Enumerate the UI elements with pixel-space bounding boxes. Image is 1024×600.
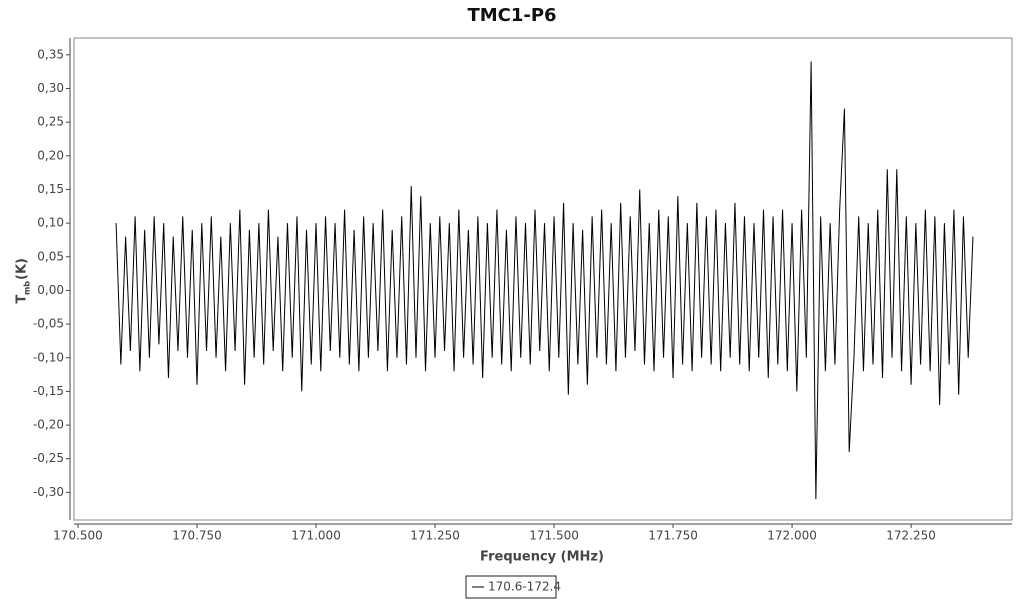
chart-title: TMC1-P6 xyxy=(467,5,556,26)
y-tick-label: 0,20 xyxy=(37,148,64,162)
y-axis-title: T mb (K) xyxy=(15,258,32,303)
x-tick-label: 170.750 xyxy=(172,529,222,543)
y-tick-label: -0,15 xyxy=(33,384,64,398)
legend xyxy=(465,575,557,599)
y-tick-label: 0,00 xyxy=(37,283,64,297)
x-axis-title: Frequency (MHz) xyxy=(480,550,604,565)
data-line xyxy=(115,61,974,500)
y-tick-label: -0,10 xyxy=(33,350,64,364)
x-tick-label: 171.750 xyxy=(648,529,698,543)
y-tick-label: 0,10 xyxy=(37,216,64,230)
y-axis-title-unit: (K) xyxy=(15,258,30,280)
x-tick-label: 172.250 xyxy=(886,529,936,543)
y-tick-label: -0,20 xyxy=(33,418,64,432)
y-tick-label: 0,30 xyxy=(37,81,64,95)
y-axis-title-sub: mb xyxy=(23,281,32,295)
x-tick-label: 171.500 xyxy=(529,529,579,543)
y-tick-label: -0,25 xyxy=(33,451,64,465)
y-tick-label: 0,15 xyxy=(37,182,64,196)
y-tick-label: -0,05 xyxy=(33,317,64,331)
y-tick-label: 0,25 xyxy=(37,115,64,129)
y-tick-label: 0,35 xyxy=(37,47,64,61)
y-tick-label: 0,05 xyxy=(37,249,64,263)
x-tick-label: 170.500 xyxy=(53,529,103,543)
y-axis-title-main: T xyxy=(15,294,30,303)
y-tick-label: -0,30 xyxy=(33,485,64,499)
x-tick-label: 172.000 xyxy=(767,529,817,543)
legend-label: 170.6-172.4 xyxy=(488,580,561,594)
x-tick-label: 171.250 xyxy=(410,529,460,543)
plot-frame xyxy=(73,37,1013,521)
x-tick-label: 171.000 xyxy=(291,529,341,543)
